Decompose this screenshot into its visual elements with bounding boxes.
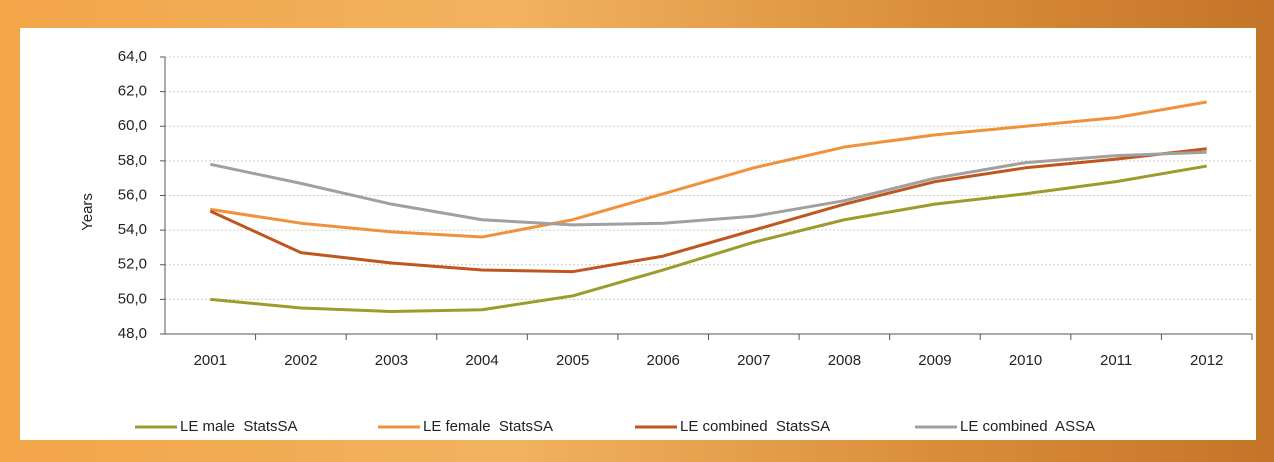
x-tick-label: 2001 xyxy=(194,352,227,369)
x-tick-label: 2010 xyxy=(1009,352,1042,369)
series-line xyxy=(209,150,1207,227)
y-tick-label: 52,0 xyxy=(118,256,147,273)
x-tick-label: 2004 xyxy=(465,352,498,369)
legend-label: LE male StatsSA xyxy=(180,418,298,435)
y-tick-label: 58,0 xyxy=(118,152,147,169)
x-tick-label: 2005 xyxy=(556,352,589,369)
y-axis-label: Years xyxy=(79,193,96,231)
series-line xyxy=(210,164,1207,313)
y-tick-label: 56,0 xyxy=(118,186,147,203)
legend-label: LE combined StatsSA xyxy=(680,418,830,435)
x-tick-label: 2011 xyxy=(1100,352,1132,369)
series-line xyxy=(209,147,1207,274)
x-tick-label: 2012 xyxy=(1190,352,1223,369)
y-tick-label: 48,0 xyxy=(118,325,147,342)
series-line xyxy=(210,100,1207,239)
x-tick-label: 2007 xyxy=(737,352,770,369)
y-tick-label: 60,0 xyxy=(118,117,147,134)
y-tick-label: 64,0 xyxy=(118,48,147,65)
chart-panel xyxy=(20,28,1256,440)
x-tick-label: 2002 xyxy=(284,352,317,369)
x-tick-label: 2008 xyxy=(828,352,861,369)
x-tick-label: 2003 xyxy=(375,352,408,369)
x-tick-label: 2006 xyxy=(647,352,680,369)
y-tick-label: 50,0 xyxy=(118,290,147,307)
x-tick-label: 2009 xyxy=(918,352,951,369)
y-tick-label: 54,0 xyxy=(118,221,147,238)
y-tick-label: 62,0 xyxy=(118,83,147,100)
legend-label: LE female StatsSA xyxy=(423,418,553,435)
legend-label: LE combined ASSA xyxy=(960,418,1095,435)
